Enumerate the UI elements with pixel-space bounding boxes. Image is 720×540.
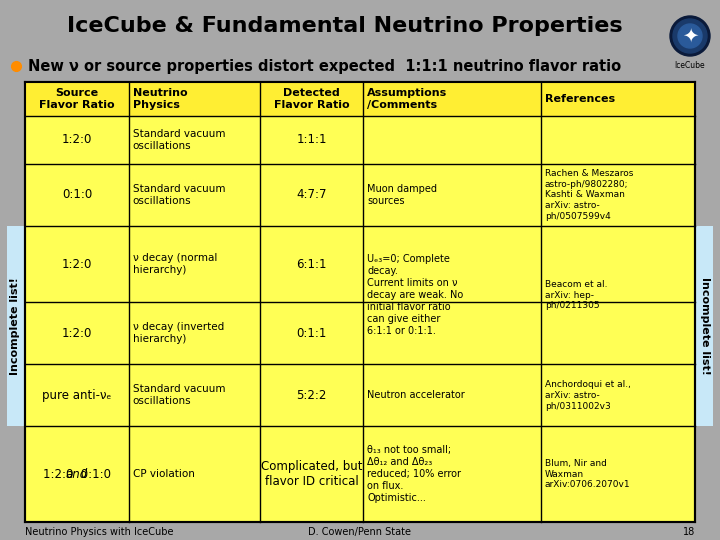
Text: ν decay (normal
hierarchy): ν decay (normal hierarchy) — [133, 253, 217, 275]
Text: and: and — [66, 468, 88, 481]
Text: Assumptions
/Comments: Assumptions /Comments — [367, 88, 448, 110]
Text: New ν or source properties distort expected  1:1:1 neutrino flavor ratio: New ν or source properties distort expec… — [28, 58, 621, 73]
Text: 0:1:1: 0:1:1 — [296, 327, 327, 340]
Text: Beacom et al.
arXiv: hep-
ph/0211305: Beacom et al. arXiv: hep- ph/0211305 — [545, 280, 608, 310]
Text: Muon damped
sources: Muon damped sources — [367, 184, 437, 206]
Text: Standard vacuum
oscillations: Standard vacuum oscillations — [133, 384, 225, 407]
Circle shape — [673, 19, 707, 53]
Text: Rachen & Meszaros
astro-ph/9802280;
Kashti & Waxman
arXiv: astro-
ph/0507599v4: Rachen & Meszaros astro-ph/9802280; Kash… — [545, 169, 634, 221]
Text: Neutrino
Physics: Neutrino Physics — [133, 88, 187, 110]
Text: IceCube: IceCube — [675, 61, 706, 70]
Text: CP violation: CP violation — [133, 469, 194, 479]
Bar — [0, 52, 720, 80]
Text: Blum, Nir and
Waxman
arXiv:0706.2070v1: Blum, Nir and Waxman arXiv:0706.2070v1 — [545, 459, 631, 489]
Text: 6:1:1: 6:1:1 — [296, 258, 327, 271]
Text: Neutrino Physics with IceCube: Neutrino Physics with IceCube — [25, 527, 174, 537]
Text: 5:2:2: 5:2:2 — [296, 389, 327, 402]
Text: 1:2:0: 1:2:0 — [42, 468, 77, 481]
Text: Standard vacuum
oscillations: Standard vacuum oscillations — [133, 184, 225, 206]
Text: Detected
Flavor Ratio: Detected Flavor Ratio — [274, 88, 349, 110]
Text: Incomplete list!: Incomplete list! — [10, 277, 20, 375]
Text: Uₑ₃=0; Complete
decay.
Current limits on ν
decay are weak. No
initial flavor rat: Uₑ₃=0; Complete decay. Current limits on… — [367, 254, 464, 336]
Text: IceCube & Fundamental Neutrino Properties: IceCube & Fundamental Neutrino Propertie… — [67, 16, 623, 36]
Text: Standard vacuum
oscillations: Standard vacuum oscillations — [133, 129, 225, 151]
Bar — [25, 82, 695, 116]
Text: ν decay (inverted
hierarchy): ν decay (inverted hierarchy) — [133, 322, 224, 345]
Text: Complicated, but
flavor ID critical: Complicated, but flavor ID critical — [261, 460, 362, 489]
Text: References: References — [545, 94, 615, 104]
Circle shape — [678, 24, 702, 48]
Text: Neutron accelerator: Neutron accelerator — [367, 390, 465, 401]
Text: Incomplete list!: Incomplete list! — [700, 277, 710, 375]
Text: θ₁₃ not too small;
Δθ₁₂ and Δθ₂₃
reduced; 10% error
on flux.
Optimistic...: θ₁₃ not too small; Δθ₁₂ and Δθ₂₃ reduced… — [367, 446, 462, 503]
Text: Source
Flavor Ratio: Source Flavor Ratio — [39, 88, 114, 110]
Text: 1:2:0: 1:2:0 — [62, 258, 92, 271]
Text: 18: 18 — [683, 527, 695, 537]
Text: 0:1:0: 0:1:0 — [77, 468, 111, 481]
Text: 1:2:0: 1:2:0 — [62, 327, 92, 340]
Text: 0:1:0: 0:1:0 — [62, 188, 92, 201]
Bar — [25, 82, 695, 522]
Text: 1:1:1: 1:1:1 — [296, 133, 327, 146]
Bar — [7, 226, 713, 427]
Text: 4:7:7: 4:7:7 — [296, 188, 327, 201]
Text: Anchordoqui et al.,
arXiv: astro-
ph/0311002v3: Anchordoqui et al., arXiv: astro- ph/031… — [545, 380, 631, 411]
Bar — [0, 0, 720, 52]
Text: 1:2:0: 1:2:0 — [62, 133, 92, 146]
Text: D. Cowen/Penn State: D. Cowen/Penn State — [308, 527, 412, 537]
Circle shape — [670, 16, 710, 56]
Text: ✦: ✦ — [682, 26, 698, 45]
Text: pure anti-νₑ: pure anti-νₑ — [42, 389, 112, 402]
